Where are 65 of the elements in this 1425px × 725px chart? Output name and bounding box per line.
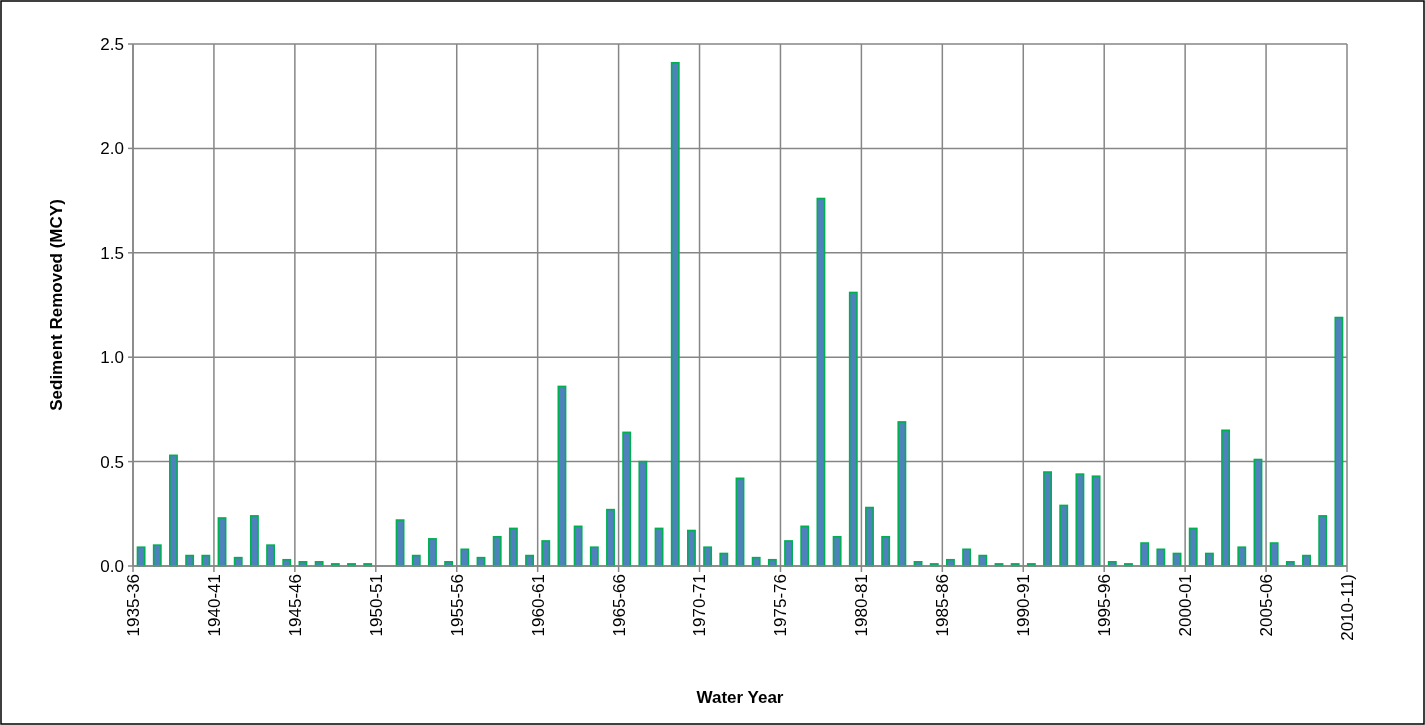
x-tick-label: 1935-36 (123, 574, 143, 637)
x-tick-label: 1970-71 (690, 574, 710, 637)
x-tick-label: 1960-61 (528, 574, 548, 637)
bar (541, 540, 551, 567)
bar (152, 544, 162, 567)
x-tick-label: 1965-66 (609, 574, 629, 637)
x-tick-label: 1955-56 (447, 574, 467, 637)
bar (670, 61, 680, 567)
x-tick-label: 1945-46 (285, 574, 305, 637)
x-tick-label: 1990-91 (1014, 574, 1034, 637)
bar (1043, 471, 1052, 567)
bar (816, 197, 826, 567)
bar (654, 527, 664, 567)
bar (136, 546, 146, 567)
x-axis-title: Water Year (696, 688, 784, 707)
bar (1091, 475, 1101, 567)
bar (832, 535, 842, 567)
bar (881, 535, 891, 567)
x-tick-label: 1940-41 (204, 574, 224, 637)
x-tick-label: 2000-01 (1176, 574, 1196, 637)
bar (1188, 527, 1198, 567)
bar (638, 460, 648, 567)
x-tick-label: 1980-81 (852, 574, 872, 637)
x-tick-label: 1950-51 (366, 574, 386, 637)
x-tick-label: 1985-86 (933, 574, 953, 637)
bar (622, 431, 632, 567)
y-tick-label: 0.0 (100, 556, 124, 576)
x-tick-label: 1975-76 (771, 574, 791, 637)
bar (865, 506, 874, 567)
bar (1156, 548, 1166, 567)
bar (428, 538, 437, 567)
bar (1075, 473, 1085, 567)
y-axis-title: Sediment Removed (MCY) (47, 199, 66, 411)
bar (897, 421, 907, 567)
bar (508, 527, 518, 567)
bar (573, 525, 583, 567)
bar (848, 291, 858, 567)
bar (784, 540, 793, 567)
bar (687, 529, 696, 567)
x-tick-label: 1995-96 (1095, 574, 1115, 637)
bar (800, 525, 810, 567)
y-tick-label: 2.0 (100, 139, 124, 159)
bar (266, 544, 276, 567)
bar (460, 548, 470, 567)
x-tick-label: 2010-11) (1337, 574, 1357, 641)
bar (169, 454, 178, 567)
bar (249, 515, 259, 567)
bar (606, 508, 615, 567)
y-tick-label: 0.5 (100, 452, 124, 472)
bar (1237, 546, 1247, 567)
bar (962, 548, 972, 567)
bar (1318, 515, 1328, 567)
bar (1140, 542, 1150, 567)
y-tick-label: 1.0 (100, 348, 124, 368)
bar (1334, 316, 1344, 567)
bar (395, 519, 405, 567)
bar (1059, 504, 1069, 567)
bar (1269, 542, 1279, 567)
x-tick-label: 2005-06 (1257, 574, 1277, 637)
bar (1221, 429, 1231, 567)
bar (703, 546, 713, 567)
y-tick-label: 1.5 (100, 243, 124, 263)
y-tick-label: 2.5 (100, 34, 124, 54)
bar (492, 535, 502, 567)
bar (589, 546, 599, 567)
